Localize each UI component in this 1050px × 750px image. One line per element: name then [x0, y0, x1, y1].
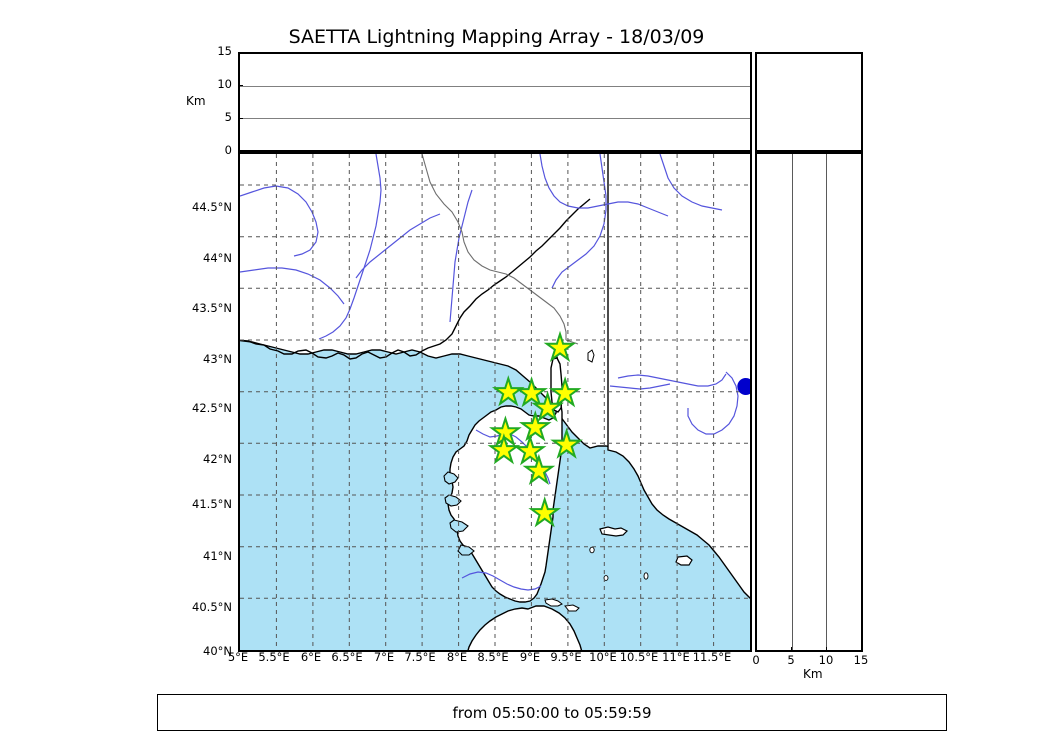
right-panel-tickmark-10 — [826, 647, 827, 652]
map-xtick-11: 11°E — [662, 650, 690, 664]
top-panel-gridline-10 — [240, 86, 750, 87]
map-ytick-43: 43°N — [203, 352, 232, 366]
map-ytick-40: 40°N — [203, 644, 232, 658]
top-panel-gridline-5 — [240, 118, 750, 119]
cap-corse — [550, 357, 563, 413]
islet-giglio — [643, 572, 649, 580]
river-tiber — [687, 371, 739, 435]
top-right-corner-panel[interactable] — [755, 52, 863, 152]
islet-pianosa — [589, 546, 595, 554]
map-xtick-10.5: 10.5°E — [619, 650, 659, 664]
map-xtick-6: 6°E — [300, 650, 322, 664]
top-panel-tickmark-0 — [238, 151, 243, 152]
landmass-sardinia — [467, 605, 583, 650]
map-ytick-41.5: 41.5°N — [192, 497, 232, 511]
river-north-b — [240, 267, 345, 305]
top-panel-ytick-5: 5 — [224, 110, 232, 124]
top-panel-ytick-0: 0 — [224, 143, 232, 157]
right-panel-xtick-5: 5 — [787, 653, 795, 667]
right-panel-gridline-5 — [791, 154, 793, 650]
map-xtick-9.5: 9.5°E — [550, 650, 582, 664]
island-elba — [599, 526, 629, 537]
map-ytick-42: 42°N — [203, 452, 232, 466]
map-panel[interactable] — [238, 152, 752, 652]
map-gridlines — [240, 154, 750, 650]
map-ytick-44.5: 44.5°N — [192, 200, 232, 214]
map-xtick-8: 8°E — [446, 650, 468, 664]
map-ytick-41: 41°N — [203, 549, 232, 563]
top-panel-tickmark-15 — [238, 52, 243, 53]
river-north-a — [240, 185, 319, 257]
right-panel-tickmark-5 — [791, 647, 792, 652]
map-graphic — [240, 154, 750, 650]
islet-lavezzi — [544, 598, 563, 607]
map-xtick-9: 9°E — [519, 650, 541, 664]
river-durance — [355, 213, 441, 279]
top-panel-axis-label-km: Km — [186, 94, 206, 108]
right-panel-xtick-0: 0 — [752, 653, 760, 667]
map-ytick-43.5: 43.5°N — [192, 301, 232, 315]
map-xtick-8.5: 8.5°E — [477, 650, 509, 664]
right-panel-xtick-10: 10 — [818, 653, 834, 667]
map-xtick-7.5: 7.5°E — [404, 650, 436, 664]
right-profile-panel[interactable] — [755, 152, 863, 652]
status-time-range: from 05:50:00 to 05:59:59 — [452, 703, 652, 722]
river-po-b — [551, 154, 607, 289]
river-golo — [461, 571, 542, 591]
top-panel-tickmark-10 — [238, 85, 243, 86]
map-xtick-5.5: 5.5°E — [258, 650, 290, 664]
coastline-corsica-gulf-valinco — [457, 544, 475, 556]
coastline-riviera — [240, 198, 591, 360]
map-xtick-5: 5°E — [227, 650, 249, 664]
right-panel-gridline-10 — [826, 154, 828, 650]
map-ytick-40.5: 40.5°N — [192, 600, 232, 614]
top-profile-panel[interactable] — [238, 52, 752, 152]
river-rhone — [318, 154, 382, 340]
river-alps-a — [659, 154, 723, 211]
map-ytick-42.5: 42.5°N — [192, 401, 232, 415]
top-panel-tickmark-5 — [238, 118, 243, 119]
page-title: SAETTA Lightning Mapping Array - 18/03/0… — [288, 26, 705, 48]
map-xtick-11.5: 11.5°E — [692, 650, 732, 664]
coastline-corsica-gulf-porto — [444, 494, 462, 507]
border-france-italy — [421, 154, 567, 340]
peninsula-argentario — [675, 555, 693, 566]
river-arno — [617, 373, 727, 387]
coastline-corsica-west — [443, 471, 459, 485]
top-panel-ytick-15: 15 — [217, 44, 232, 58]
right-panel-xtick-15: 15 — [853, 653, 869, 667]
map-xtick-6.5: 6.5°E — [331, 650, 363, 664]
river-tuscany-coast — [609, 383, 671, 390]
island-capraia — [587, 349, 595, 363]
map-ytick-44: 44°N — [203, 251, 232, 265]
status-bar[interactable]: from 05:50:00 to 05:59:59 — [157, 694, 947, 731]
map-xtick-10: 10°E — [589, 650, 617, 664]
map-xtick-7: 7°E — [373, 650, 395, 664]
right-panel-tickmark-0 — [756, 647, 757, 652]
landmass-italy — [607, 154, 750, 599]
right-panel-axis-label-km: Km — [803, 667, 823, 681]
right-panel-tickmark-15 — [861, 647, 862, 652]
top-panel-ytick-10: 10 — [217, 77, 232, 91]
river-var — [449, 189, 473, 323]
